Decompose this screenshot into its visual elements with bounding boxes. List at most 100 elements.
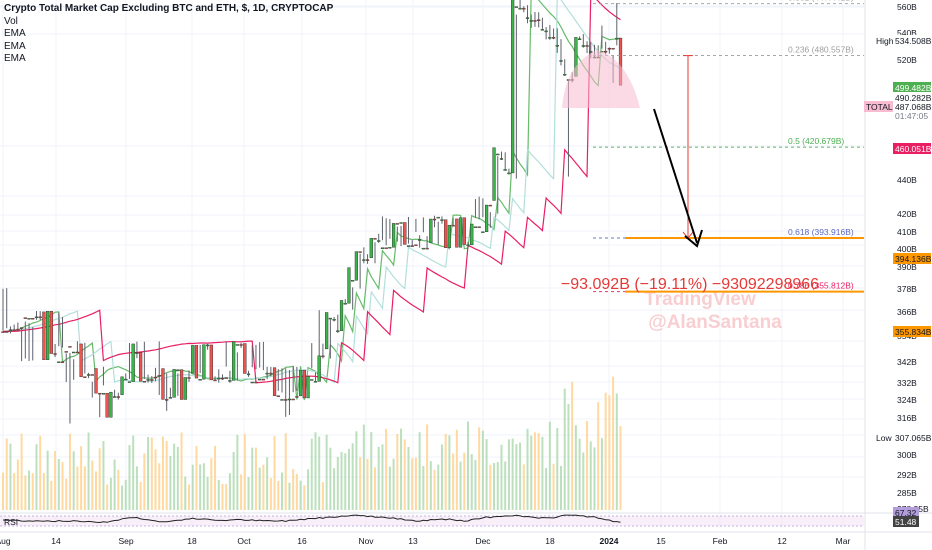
time-tick-4: Oct [237,536,251,546]
candle-79 [295,366,299,398]
volume-bar-91 [340,452,343,510]
candle-body-78 [291,398,295,401]
candle-body-37 [139,352,143,382]
volume-bar-109 [407,447,410,510]
candle-142 [529,14,533,28]
volume-bar-33 [124,479,127,510]
volume-bar-6 [24,475,27,510]
volume-bar-11 [42,472,45,510]
candle-body-95 [354,251,358,281]
volume-bar-26 [98,448,101,510]
volume-bar-65 [243,433,246,510]
candle-122 [455,218,459,248]
candle-body-103 [384,247,388,249]
candle-127 [473,199,478,228]
candle-body-15 [57,361,61,363]
candle-body-18 [68,346,72,348]
candle-body-117 [436,216,440,219]
candle-body-56 [209,344,213,381]
legend-vol[interactable]: Vol [4,15,18,27]
candle-body-51 [191,345,195,374]
candle-body-75 [280,399,284,401]
candle-body-64 [239,344,243,346]
volume-bar-99 [370,431,373,510]
countdown-tag: 01:47:05 [893,110,931,121]
volume-bar-30 [113,459,116,510]
volume-bar-69 [258,467,261,510]
fib-0786-tag: 355.834B [893,326,932,337]
volume-bar-143 [533,432,536,510]
candle-150 [559,39,563,66]
candle-body-83 [310,379,314,381]
fib-retracement[interactable]: 0.236 (480.557B) 0.382 (447.442B) 0.5 (420… [593,0,864,293]
top-pattern-shape [562,50,640,108]
candle-body-19 [72,351,76,354]
candle-body-113 [421,247,425,250]
volume-bar-60 [225,484,228,510]
low-value-tag-bg [893,432,931,443]
volume-bar-34 [128,445,131,510]
legend-ema-1[interactable]: EMA [4,28,26,39]
candle-64 [239,342,243,348]
candle-39 [146,374,150,383]
candle-body-107 [399,222,403,224]
volume-bar-88 [329,447,332,510]
volume-bar-86 [321,482,324,510]
rsi-tag-2-text: 51.48 [895,517,917,527]
volume-bars [2,376,622,510]
candle-body-3 [12,329,16,331]
price-tick-6: 410B [897,227,917,237]
candle-body-114 [425,247,429,250]
volume-bar-55 [206,476,209,510]
candle-body-131 [488,204,492,207]
legend-ema-3[interactable]: EMA [4,53,26,64]
candle-9 [34,310,39,320]
candle-6 [23,317,27,359]
candle-31 [116,392,120,400]
candle-53 [198,344,202,381]
volume-bar-63 [236,434,239,510]
low-value-tag: 307.065B [893,432,932,443]
candle-129 [481,198,485,234]
time-tick-2: Sep [118,536,133,546]
candle-106 [395,223,399,242]
volume-bar-132 [493,463,496,510]
price-tick-14: 324B [897,395,917,405]
legend-ema-2[interactable]: EMA [4,40,26,52]
candle-71 [265,366,269,380]
candle-body-74 [276,395,280,397]
volume-bar-59 [221,483,224,510]
volume-bar-123 [459,461,462,510]
legend-title[interactable]: Crypto Total Market Cap Excluding BTC an… [4,3,334,14]
candles [1,0,623,424]
volume-bar-146 [545,467,548,510]
candle-11 [42,311,46,360]
candle-body-20 [75,351,79,354]
volume-bar-24 [91,460,94,510]
volume-bar-96 [359,457,362,510]
volume-bar-54 [202,463,205,510]
candle-body-25 [94,368,98,394]
volume-bar-7 [28,470,31,510]
volume-bar-53 [199,464,202,510]
candle-body-128 [477,226,481,228]
candle-body-46 [172,369,176,398]
price-tags: High 534.508B 499.482B490.282BTOTAL3487.06… [864,35,932,527]
volume-bar-101 [377,446,380,510]
candle-57 [213,376,217,382]
candle-141 [525,5,530,24]
volume-bar-148 [552,463,555,510]
candle-110 [410,240,414,247]
candle-body-110 [410,245,414,247]
down-arrow-head [684,229,703,248]
volume-bar-147 [548,421,551,510]
fib-label-2: 0.5 (420.679B) [788,136,844,146]
drawings[interactable]: −93.092B (−19.11%) −93092298966 [561,50,864,293]
price-tick-7: 400B [897,244,917,254]
candle-body-34 [127,381,132,383]
volume-bar-166 [619,426,622,510]
candle-43 [161,368,165,400]
high-label-tag-bg [874,35,893,46]
candle-75 [280,368,284,401]
